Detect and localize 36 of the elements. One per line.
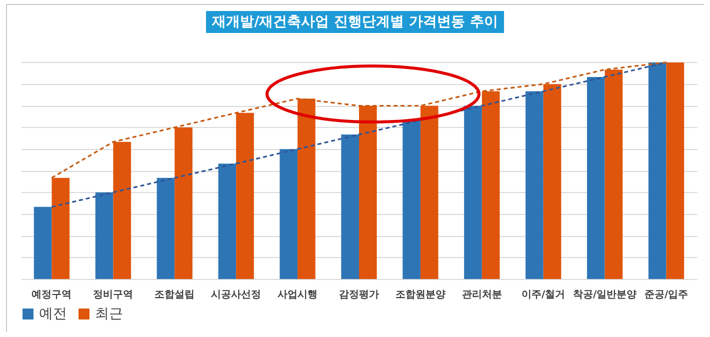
x-tick-label: 시공사선정 [211, 290, 262, 300]
bar [174, 127, 192, 279]
x-tick-label: 준공/입주 [644, 290, 688, 300]
bar [236, 112, 254, 279]
x-tick-label: 사업시행 [278, 290, 318, 300]
bar [156, 178, 175, 279]
x-tick-label: 정비구역 [93, 290, 134, 300]
x-tick-label: 관리처분 [462, 290, 502, 300]
bar [666, 62, 684, 279]
bar [34, 206, 52, 279]
bar [298, 98, 316, 279]
bar [543, 84, 562, 279]
bar [586, 76, 605, 279]
bar [464, 106, 482, 279]
bar [402, 120, 420, 279]
bar [280, 149, 298, 279]
bar [52, 178, 70, 279]
x-tick-label: 조합설립 [154, 290, 195, 300]
x-tick-label: 조합원분양 [395, 290, 446, 300]
bar [359, 106, 377, 279]
legend-label: 예전 [39, 306, 67, 322]
legend-label: 최근 [95, 306, 123, 322]
x-tick-label: 감정평가 [339, 290, 379, 300]
x-tick-label: 이주/철거 [522, 290, 566, 300]
bar [95, 192, 114, 279]
bar [218, 164, 236, 279]
bar [113, 142, 132, 279]
bar [526, 91, 544, 279]
bar [341, 134, 359, 279]
bar [648, 62, 666, 279]
bar [482, 91, 500, 279]
bar [420, 106, 438, 279]
x-tick-label: 예정구역 [32, 290, 72, 300]
x-tick-label: 착공/일반분양 [572, 290, 637, 300]
chart-title: 재개발/재건축사업 진행단계별 가격변동 추이 [206, 11, 504, 33]
bar [604, 70, 623, 279]
